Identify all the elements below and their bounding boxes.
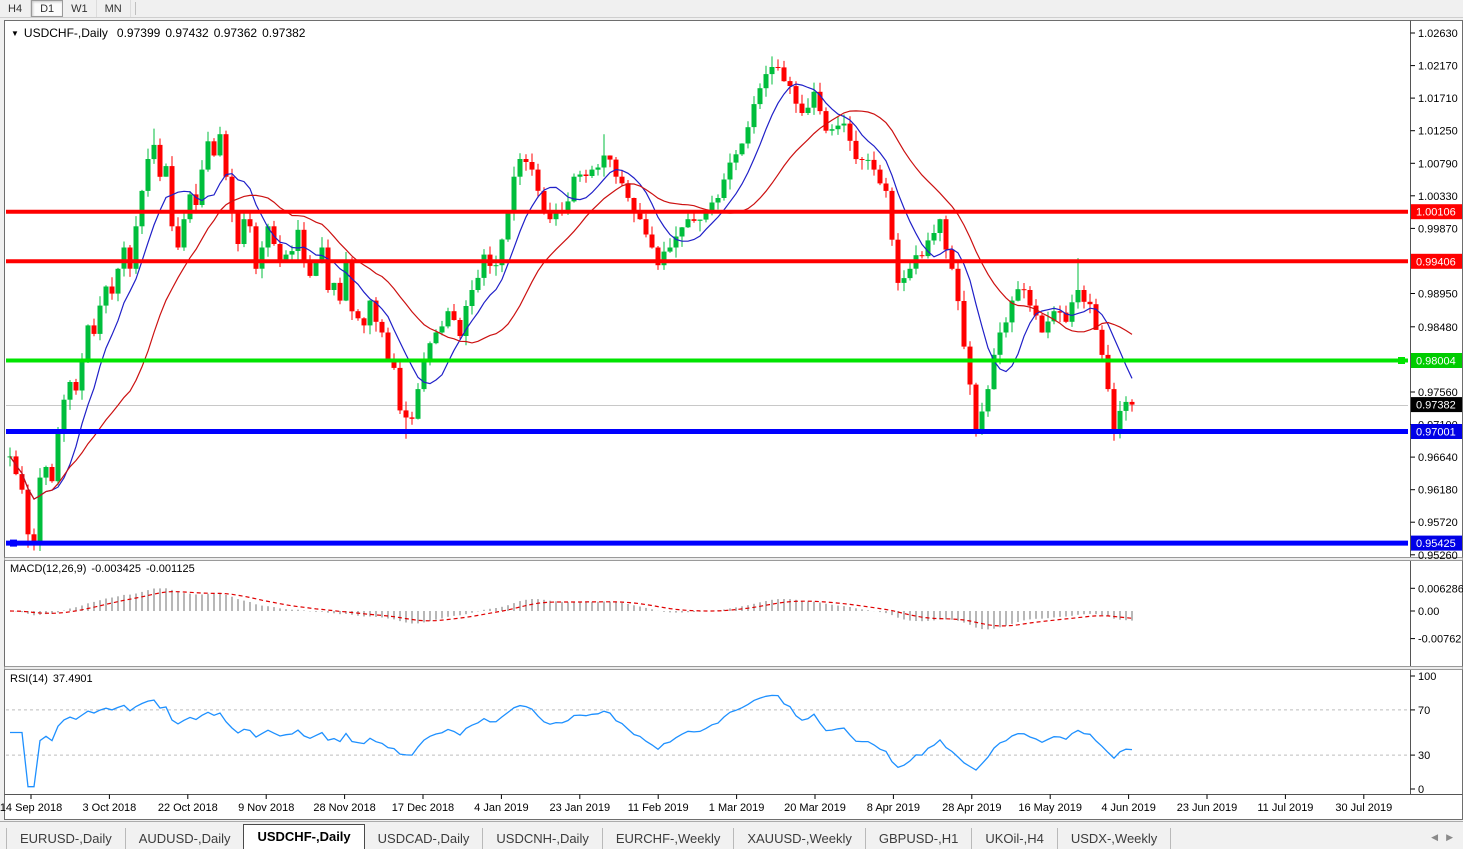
svg-text:11 Jul 2019: 11 Jul 2019 bbox=[1257, 802, 1313, 814]
timeframe-button-d1[interactable]: D1 bbox=[31, 0, 63, 17]
svg-text:16 May 2019: 16 May 2019 bbox=[1018, 802, 1082, 814]
svg-text:1.01250: 1.01250 bbox=[1418, 126, 1458, 138]
svg-text:20 Mar 2019: 20 Mar 2019 bbox=[784, 802, 846, 814]
svg-text:30: 30 bbox=[1418, 750, 1430, 762]
svg-text:0.97001: 0.97001 bbox=[1416, 427, 1456, 439]
svg-text:23 Jan 2019: 23 Jan 2019 bbox=[550, 802, 611, 814]
panel-splitter[interactable] bbox=[5, 557, 1463, 561]
svg-text:1.01710: 1.01710 bbox=[1418, 93, 1458, 105]
svg-text:0.98480: 0.98480 bbox=[1418, 322, 1458, 334]
svg-text:28 Nov 2018: 28 Nov 2018 bbox=[313, 802, 375, 814]
svg-text:0.96640: 0.96640 bbox=[1418, 452, 1458, 464]
timeframe-button-w1[interactable]: W1 bbox=[63, 0, 97, 17]
tab-eurusd-daily[interactable]: EURUSD-,Daily bbox=[6, 828, 126, 849]
svg-text:4 Jan 2019: 4 Jan 2019 bbox=[474, 802, 528, 814]
collapse-triangle-icon[interactable]: ▼ bbox=[11, 29, 19, 38]
svg-text:23 Jun 2019: 23 Jun 2019 bbox=[1177, 802, 1238, 814]
tab-usdcad-daily[interactable]: USDCAD-,Daily bbox=[365, 828, 484, 849]
tab-ukoil-h4[interactable]: UKOil-,H4 bbox=[972, 828, 1058, 849]
toolbar-separator bbox=[135, 2, 136, 15]
svg-text:0.00: 0.00 bbox=[1418, 606, 1439, 618]
chart-window-frame bbox=[5, 21, 1463, 820]
tab-scroll-left-icon[interactable]: ◀ bbox=[1431, 832, 1438, 843]
svg-text:0.97382: 0.97382 bbox=[1416, 400, 1456, 412]
tab-scroll-right-icon[interactable]: ▶ bbox=[1446, 832, 1453, 843]
svg-text:4 Jun 2019: 4 Jun 2019 bbox=[1101, 802, 1155, 814]
svg-text:0.95425: 0.95425 bbox=[1416, 538, 1456, 550]
svg-text:30 Jul 2019: 30 Jul 2019 bbox=[1335, 802, 1392, 814]
svg-text:0.98950: 0.98950 bbox=[1418, 289, 1458, 301]
svg-text:1.02170: 1.02170 bbox=[1418, 61, 1458, 73]
tab-audusd-daily[interactable]: AUDUSD-,Daily bbox=[126, 828, 245, 849]
svg-text:9 Nov 2018: 9 Nov 2018 bbox=[238, 802, 294, 814]
svg-text:22 Oct 2018: 22 Oct 2018 bbox=[158, 802, 218, 814]
svg-text:0: 0 bbox=[1418, 784, 1424, 796]
tab-usdx-weekly[interactable]: USDX-,Weekly bbox=[1058, 828, 1171, 849]
svg-text:1 Mar 2019: 1 Mar 2019 bbox=[709, 802, 765, 814]
svg-text:17 Dec 2018: 17 Dec 2018 bbox=[392, 802, 454, 814]
svg-text:0.95720: 0.95720 bbox=[1418, 517, 1458, 529]
tab-usdchf-daily[interactable]: USDCHF-,Daily bbox=[243, 824, 364, 849]
tab-gbpusd-h1[interactable]: GBPUSD-,H1 bbox=[866, 828, 972, 849]
svg-text:1.00106: 1.00106 bbox=[1416, 207, 1456, 219]
panel-splitter[interactable] bbox=[5, 666, 1463, 670]
tab-xauusd-weekly[interactable]: XAUUSD-,Weekly bbox=[734, 828, 866, 849]
svg-text:8 Apr 2019: 8 Apr 2019 bbox=[867, 802, 920, 814]
svg-text:1.00790: 1.00790 bbox=[1418, 158, 1458, 170]
hline-handle[interactable] bbox=[10, 540, 17, 547]
svg-text:100: 100 bbox=[1418, 671, 1436, 683]
timeframe-button-mn[interactable]: MN bbox=[97, 0, 131, 17]
svg-text:11 Feb 2019: 11 Feb 2019 bbox=[628, 802, 689, 814]
svg-text:3 Oct 2018: 3 Oct 2018 bbox=[82, 802, 136, 814]
svg-text:1.02630: 1.02630 bbox=[1418, 28, 1458, 40]
svg-text:0.98004: 0.98004 bbox=[1416, 356, 1456, 368]
hline-handle[interactable] bbox=[1398, 357, 1405, 364]
tab-eurchf-weekly[interactable]: EURCHF-,Weekly bbox=[603, 828, 735, 849]
svg-text:0.99406: 0.99406 bbox=[1416, 256, 1456, 268]
svg-text:1.00330: 1.00330 bbox=[1418, 191, 1458, 203]
svg-text:70: 70 bbox=[1418, 705, 1430, 717]
svg-text:0.96180: 0.96180 bbox=[1418, 485, 1458, 497]
timeframe-button-h4[interactable]: H4 bbox=[0, 0, 31, 17]
tab-usdcnh-daily[interactable]: USDCNH-,Daily bbox=[483, 828, 602, 849]
svg-text:0.006286: 0.006286 bbox=[1418, 583, 1463, 595]
svg-text:0.95260: 0.95260 bbox=[1418, 550, 1458, 562]
svg-text:28 Apr 2019: 28 Apr 2019 bbox=[942, 802, 1001, 814]
svg-text:-0.00762: -0.00762 bbox=[1418, 634, 1461, 646]
svg-text:14 Sep 2018: 14 Sep 2018 bbox=[0, 802, 62, 814]
svg-text:0.99870: 0.99870 bbox=[1418, 223, 1458, 235]
